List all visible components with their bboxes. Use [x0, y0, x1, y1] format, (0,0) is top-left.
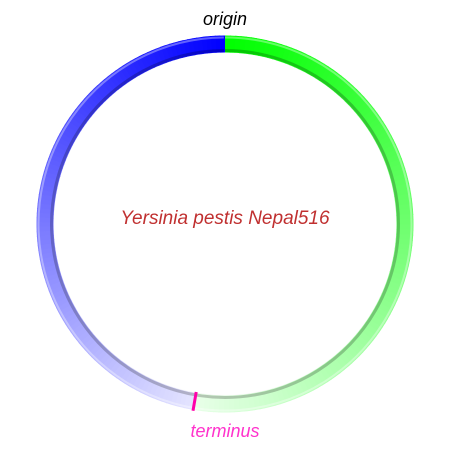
ring-outer-edge — [37, 36, 413, 412]
origin-label: origin — [203, 9, 247, 29]
ring-highlight — [37, 36, 413, 412]
lagging-strand-arc — [36, 35, 226, 410]
ring-inner-edge — [49, 49, 400, 399]
leading-strand-arc — [192, 35, 414, 413]
genome-name-label: Yersinia pestis Nepal516 — [120, 208, 330, 229]
terminus-marker — [191, 391, 198, 412]
terminus-label: terminus — [190, 421, 259, 441]
